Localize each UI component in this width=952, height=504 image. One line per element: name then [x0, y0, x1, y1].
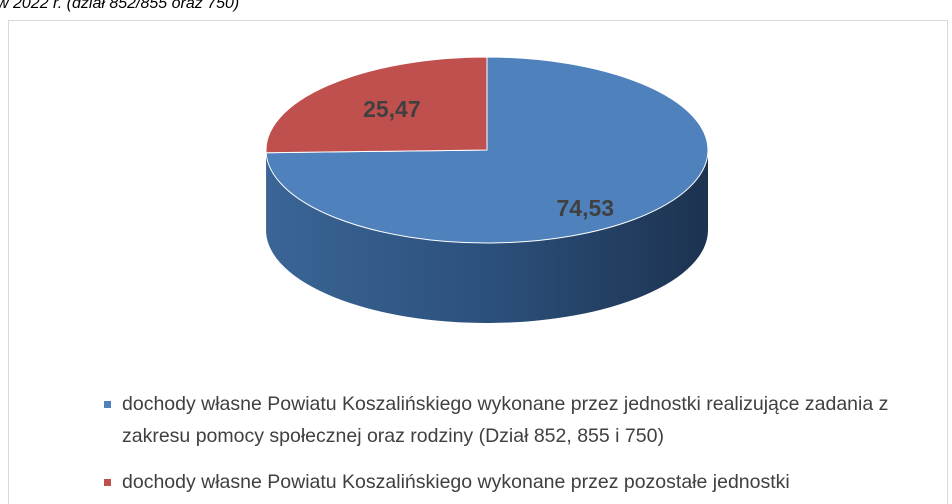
- data-label: 74,53: [557, 195, 615, 221]
- pie-side: [266, 150, 708, 324]
- chart-subtitle: w 2022 r. (dział 852/855 oraz 750): [0, 0, 239, 12]
- pie-slice: [265, 56, 488, 154]
- data-label: 25,47: [363, 96, 421, 122]
- legend-swatch: [104, 479, 111, 486]
- legend-swatch: [104, 401, 111, 408]
- chart-frame: [8, 20, 948, 504]
- legend-entry: dochody własne Powiatu Koszalińskiego wy…: [104, 466, 894, 498]
- legend: dochody własne Powiatu Koszalińskiego wy…: [104, 388, 894, 504]
- legend-label: dochody własne Powiatu Koszalińskiego wy…: [122, 393, 889, 447]
- legend-entry: dochody własne Powiatu Koszalińskiego wy…: [104, 388, 894, 452]
- legend-label: dochody własne Powiatu Koszalińskiego wy…: [122, 471, 790, 493]
